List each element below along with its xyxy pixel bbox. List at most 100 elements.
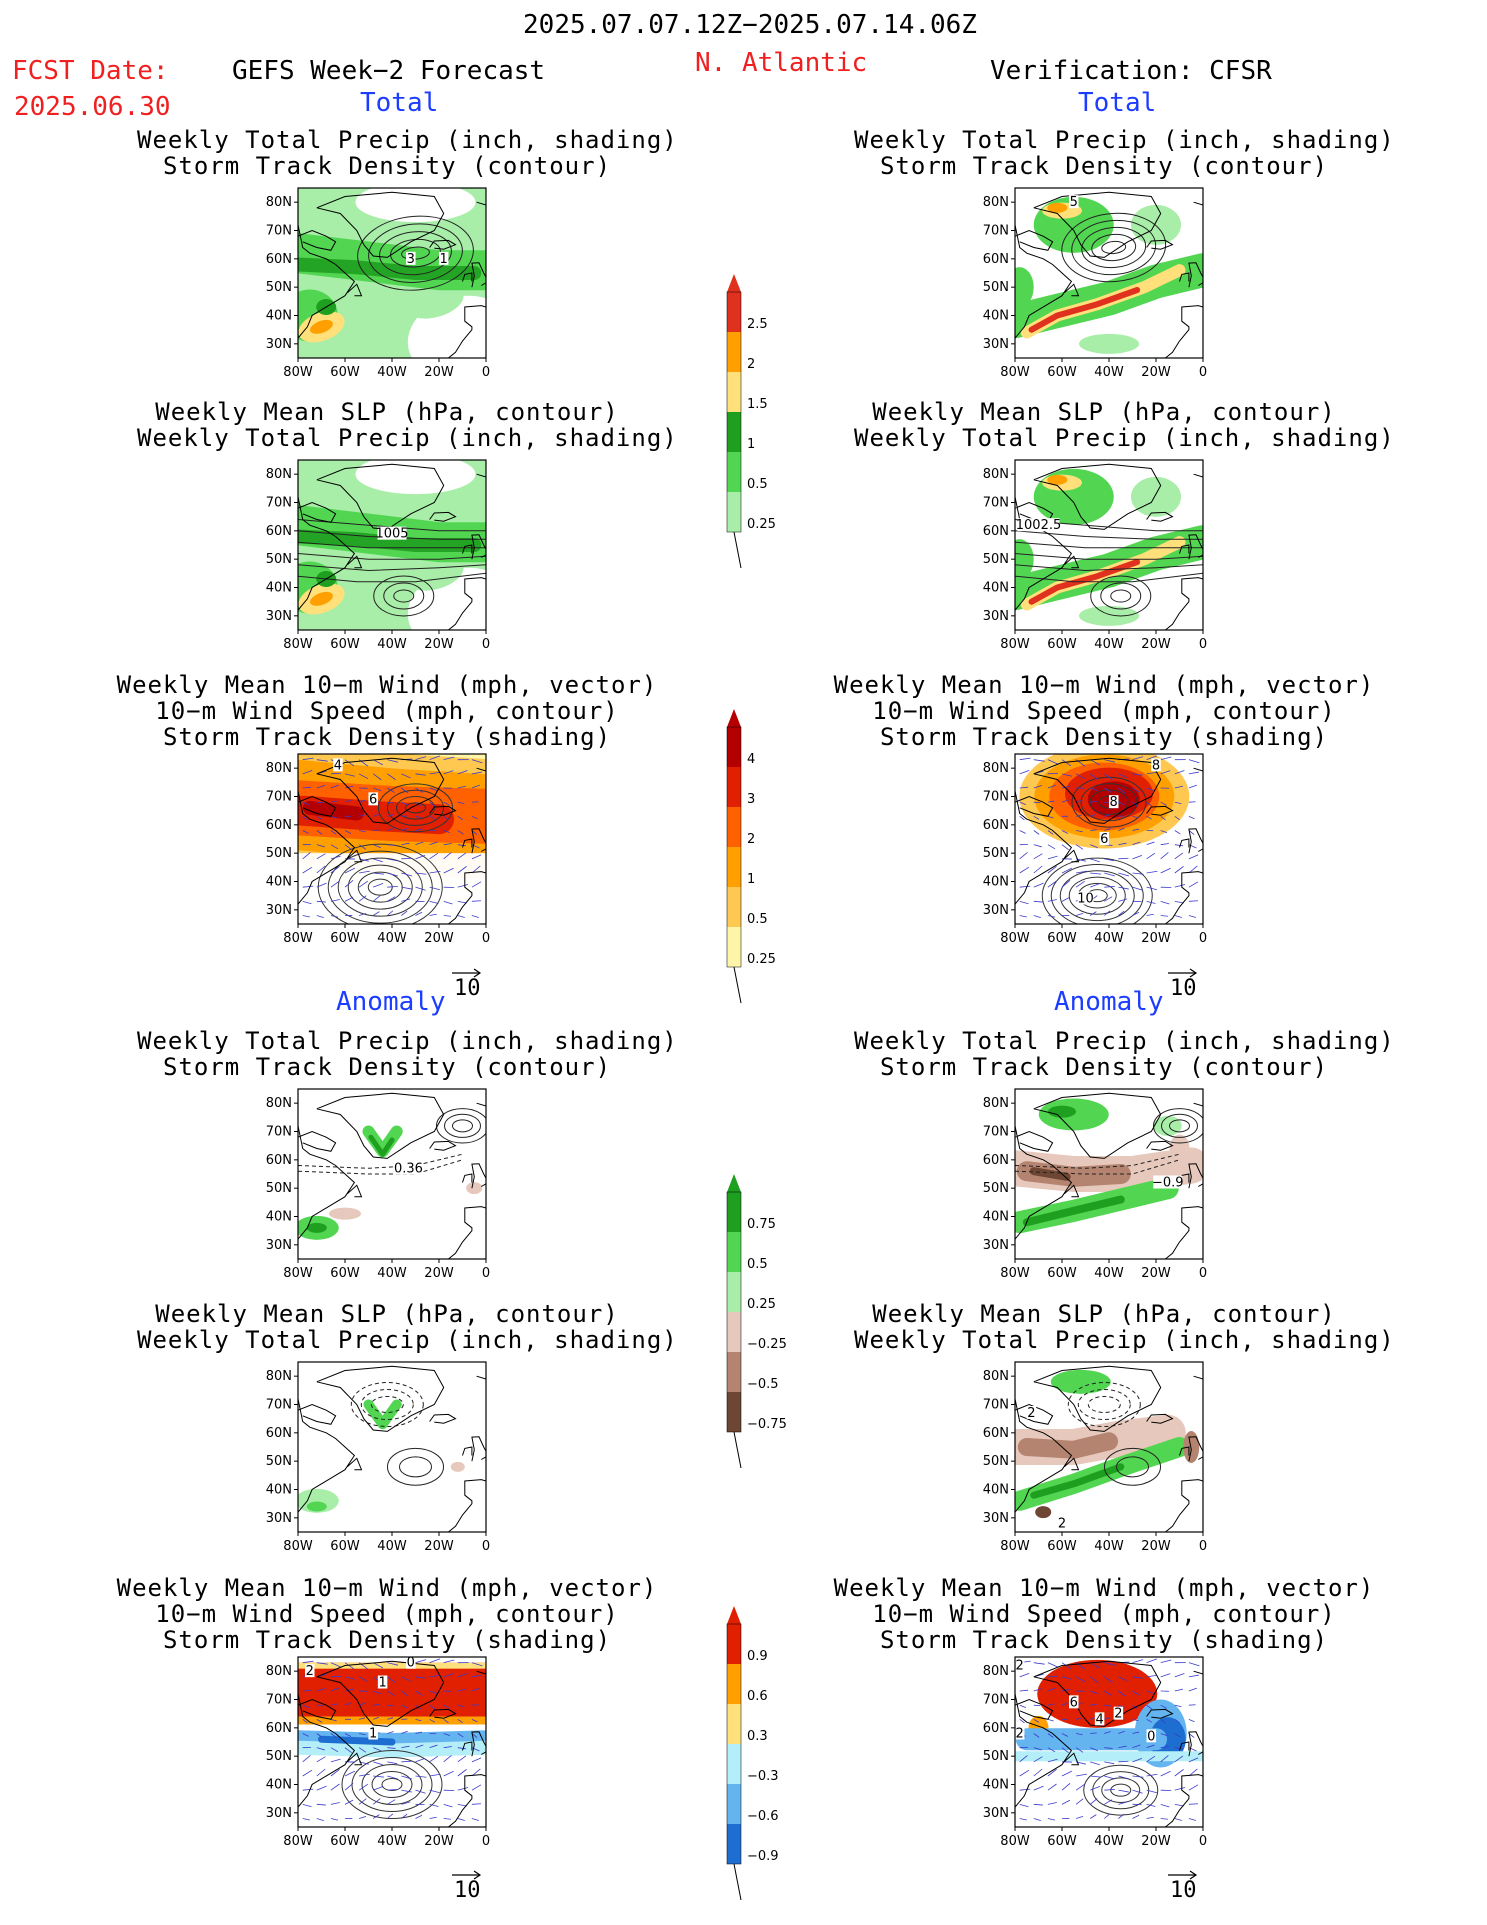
wind-vector-8: [302, 1704, 310, 1709]
wind-vector-65: [1090, 844, 1099, 849]
anom-dry-south: [1035, 1506, 1052, 1519]
lat-label-1: 70N: [983, 1693, 1009, 1708]
lon-label-4: 0: [1199, 1539, 1207, 1554]
wind-vector-112: [1146, 1755, 1156, 1763]
wind-vector-60: [372, 1814, 380, 1819]
wind-vector-154: [471, 771, 482, 775]
wind-vector-72: [1104, 910, 1111, 916]
track-anom-positive-contour-1: [444, 1113, 481, 1138]
contour-label-1: 1: [378, 1676, 386, 1691]
contour-label-3-bg: [368, 1726, 378, 1740]
track-shade-1: [302, 800, 364, 821]
wind-vector-47: [1061, 759, 1072, 767]
wind-vector-153: [471, 1687, 480, 1692]
wind-vector-48: [1075, 912, 1084, 916]
wind-vector-123: [1160, 1770, 1171, 1777]
lon-label-4: 0: [482, 1834, 490, 1849]
colorbar-label-2: 0.25: [747, 1297, 776, 1312]
contour-label-0-bg: [1151, 758, 1161, 772]
track-anom-positive-contour-1: [1161, 1113, 1198, 1138]
contour-label-2-bg: [406, 1655, 416, 1669]
lon-label-2: 40W: [1094, 1834, 1124, 1849]
plot-content: [298, 1089, 486, 1259]
wind-vector-44: [1061, 1702, 1069, 1706]
wind-vector-116: [1146, 801, 1153, 807]
anom-dry-2: [466, 1182, 483, 1195]
wind-vector-32: [330, 1703, 338, 1706]
wind-vector-20: [1033, 1704, 1041, 1707]
wind-vector-118: [429, 771, 440, 775]
wind-vector-108: [1146, 1816, 1154, 1819]
wind-vector-144: [1188, 915, 1197, 918]
wind-vector-23: [1033, 759, 1045, 762]
colorbar-label-1: 0.6: [747, 1689, 768, 1704]
wind-vector-99: [415, 1775, 427, 1778]
wind-vector-74: [1104, 1789, 1115, 1791]
map-fcst-anom-precip: 0.36 80N 70N 60N 50N 40N 30N 80W 60W 40W 20W 0: [266, 1088, 490, 1281]
wind-vector-142: [457, 770, 468, 775]
contour-label-2-bg: [1099, 832, 1110, 845]
wind-vector-90: [401, 827, 408, 831]
wind-vector-101: [415, 1744, 424, 1749]
wind-vector-109: [429, 900, 439, 904]
lon-label-2: 40W: [377, 1539, 407, 1554]
wind-vector-3: [1019, 866, 1030, 874]
lon-label-0: 80W: [283, 365, 313, 380]
coastline: [298, 463, 486, 630]
lon-label-4: 0: [1199, 931, 1207, 946]
lon-label-4: 0: [482, 365, 490, 380]
wind-vector-73: [1104, 896, 1113, 902]
wind-vector-2: [302, 1788, 314, 1791]
lat-label-4: 40N: [266, 309, 292, 324]
wind-vector-124: [443, 852, 452, 860]
wind-vector-155: [471, 1662, 483, 1667]
colorbar-precip-anom: 0.75 0.5 0.25 −0.25 −0.5 −0.75: [726, 1174, 787, 1469]
wind-vector-112: [429, 1755, 439, 1763]
wind-vector-0: [302, 1818, 310, 1821]
wind-vector-108: [429, 1816, 437, 1819]
wind-vector-132: [1174, 1818, 1182, 1821]
wind-vector-80: [387, 801, 395, 804]
colorbar-top-arrow: [727, 1606, 741, 1624]
vector-scale-label-1: 10: [454, 976, 481, 1001]
lat-label-1: 70N: [983, 1398, 1009, 1413]
track-anom-contour-0: [1015, 1159, 1180, 1175]
wind-vector-146: [471, 1784, 482, 1791]
colorbar-top-arrow: [727, 274, 741, 292]
wind-vector-58: [1075, 1676, 1086, 1683]
lon-label-0: 80W: [1000, 1539, 1030, 1554]
lat-label-5: 30N: [266, 609, 292, 624]
wind-vector-140: [457, 1704, 465, 1708]
wind-vector-37: [344, 896, 354, 902]
track-anom-negative-east-core: [1149, 1717, 1186, 1762]
track-anom-positive: [298, 1662, 486, 1717]
wind-vector-11: [302, 757, 314, 761]
track-anom-contour-1: [298, 1153, 463, 1169]
contour-label-0-bg: [333, 758, 343, 772]
colorbar-label-3: −0.3: [747, 1769, 779, 1784]
track-contour-1: [1091, 233, 1137, 262]
wind-vector-55: [1076, 814, 1083, 817]
wind-vector-71: [373, 1662, 384, 1669]
wind-vector-11: [1019, 757, 1031, 761]
wind-vector-120: [1160, 1818, 1168, 1820]
wind-contour-2: [1092, 1771, 1150, 1810]
wind-vector-15: [1033, 865, 1043, 874]
wind-vector-18: [1033, 1733, 1040, 1738]
wind-vector-33: [1047, 1687, 1056, 1692]
wind-vector-50: [1075, 880, 1086, 888]
map-obs-total-precip: 5 80N 70N 60N 50N 40N 30N 80W 60W 40W 20W 0: [983, 187, 1207, 380]
wind-vector-6: [302, 1733, 309, 1737]
slp-anom-negative-2: [1067, 1382, 1141, 1427]
lat-label-1: 70N: [266, 1693, 292, 1708]
colorbar-swatch-4: [727, 887, 741, 927]
wind-vector-132: [457, 915, 465, 918]
slp-anom-negative-0: [1087, 1396, 1121, 1413]
wind-vector-131: [1160, 756, 1172, 761]
wind-vector-9: [1019, 1689, 1029, 1692]
wind-vector-34: [330, 1675, 342, 1678]
wind-vector-67: [1090, 813, 1096, 817]
colorbar-swatch-1: [727, 1664, 741, 1704]
wind-vector-140: [1174, 1704, 1182, 1708]
